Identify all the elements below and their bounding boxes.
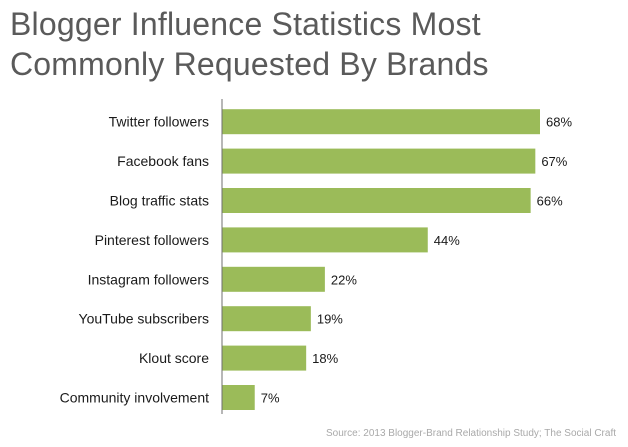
value-label: 67% xyxy=(541,154,567,169)
bars xyxy=(222,109,540,410)
category-label: Instagram followers xyxy=(88,271,209,287)
bar xyxy=(222,306,311,332)
category-label: Community involvement xyxy=(60,390,209,406)
value-label: 44% xyxy=(434,233,460,248)
category-label: YouTube subscribers xyxy=(79,311,209,327)
value-label: 68% xyxy=(546,115,572,130)
bar xyxy=(222,266,325,292)
bar xyxy=(222,345,307,371)
value-label: 19% xyxy=(317,312,343,327)
bar xyxy=(222,109,540,135)
category-label: Facebook fans xyxy=(117,153,209,169)
bar xyxy=(222,148,536,174)
value-labels: 68% 67% 66% 44% 22% 19% 18% 7% xyxy=(261,115,573,406)
value-label: 66% xyxy=(537,194,563,209)
category-labels: Twitter followers Facebook fans Blog traff… xyxy=(60,114,210,406)
value-label: 18% xyxy=(312,351,338,366)
category-label: Blog traffic stats xyxy=(110,193,209,209)
bar xyxy=(222,227,428,253)
source-note: Source: 2013 Blogger-Brand Relationship … xyxy=(326,428,616,439)
value-label: 22% xyxy=(331,272,357,287)
category-label: Klout score xyxy=(139,350,209,366)
bar xyxy=(222,385,255,410)
category-label: Twitter followers xyxy=(109,114,209,130)
value-label: 7% xyxy=(261,391,280,406)
category-label: Pinterest followers xyxy=(95,232,209,248)
bar xyxy=(222,188,531,213)
chart-title: Blogger Influence Statistics Most Common… xyxy=(10,6,489,82)
